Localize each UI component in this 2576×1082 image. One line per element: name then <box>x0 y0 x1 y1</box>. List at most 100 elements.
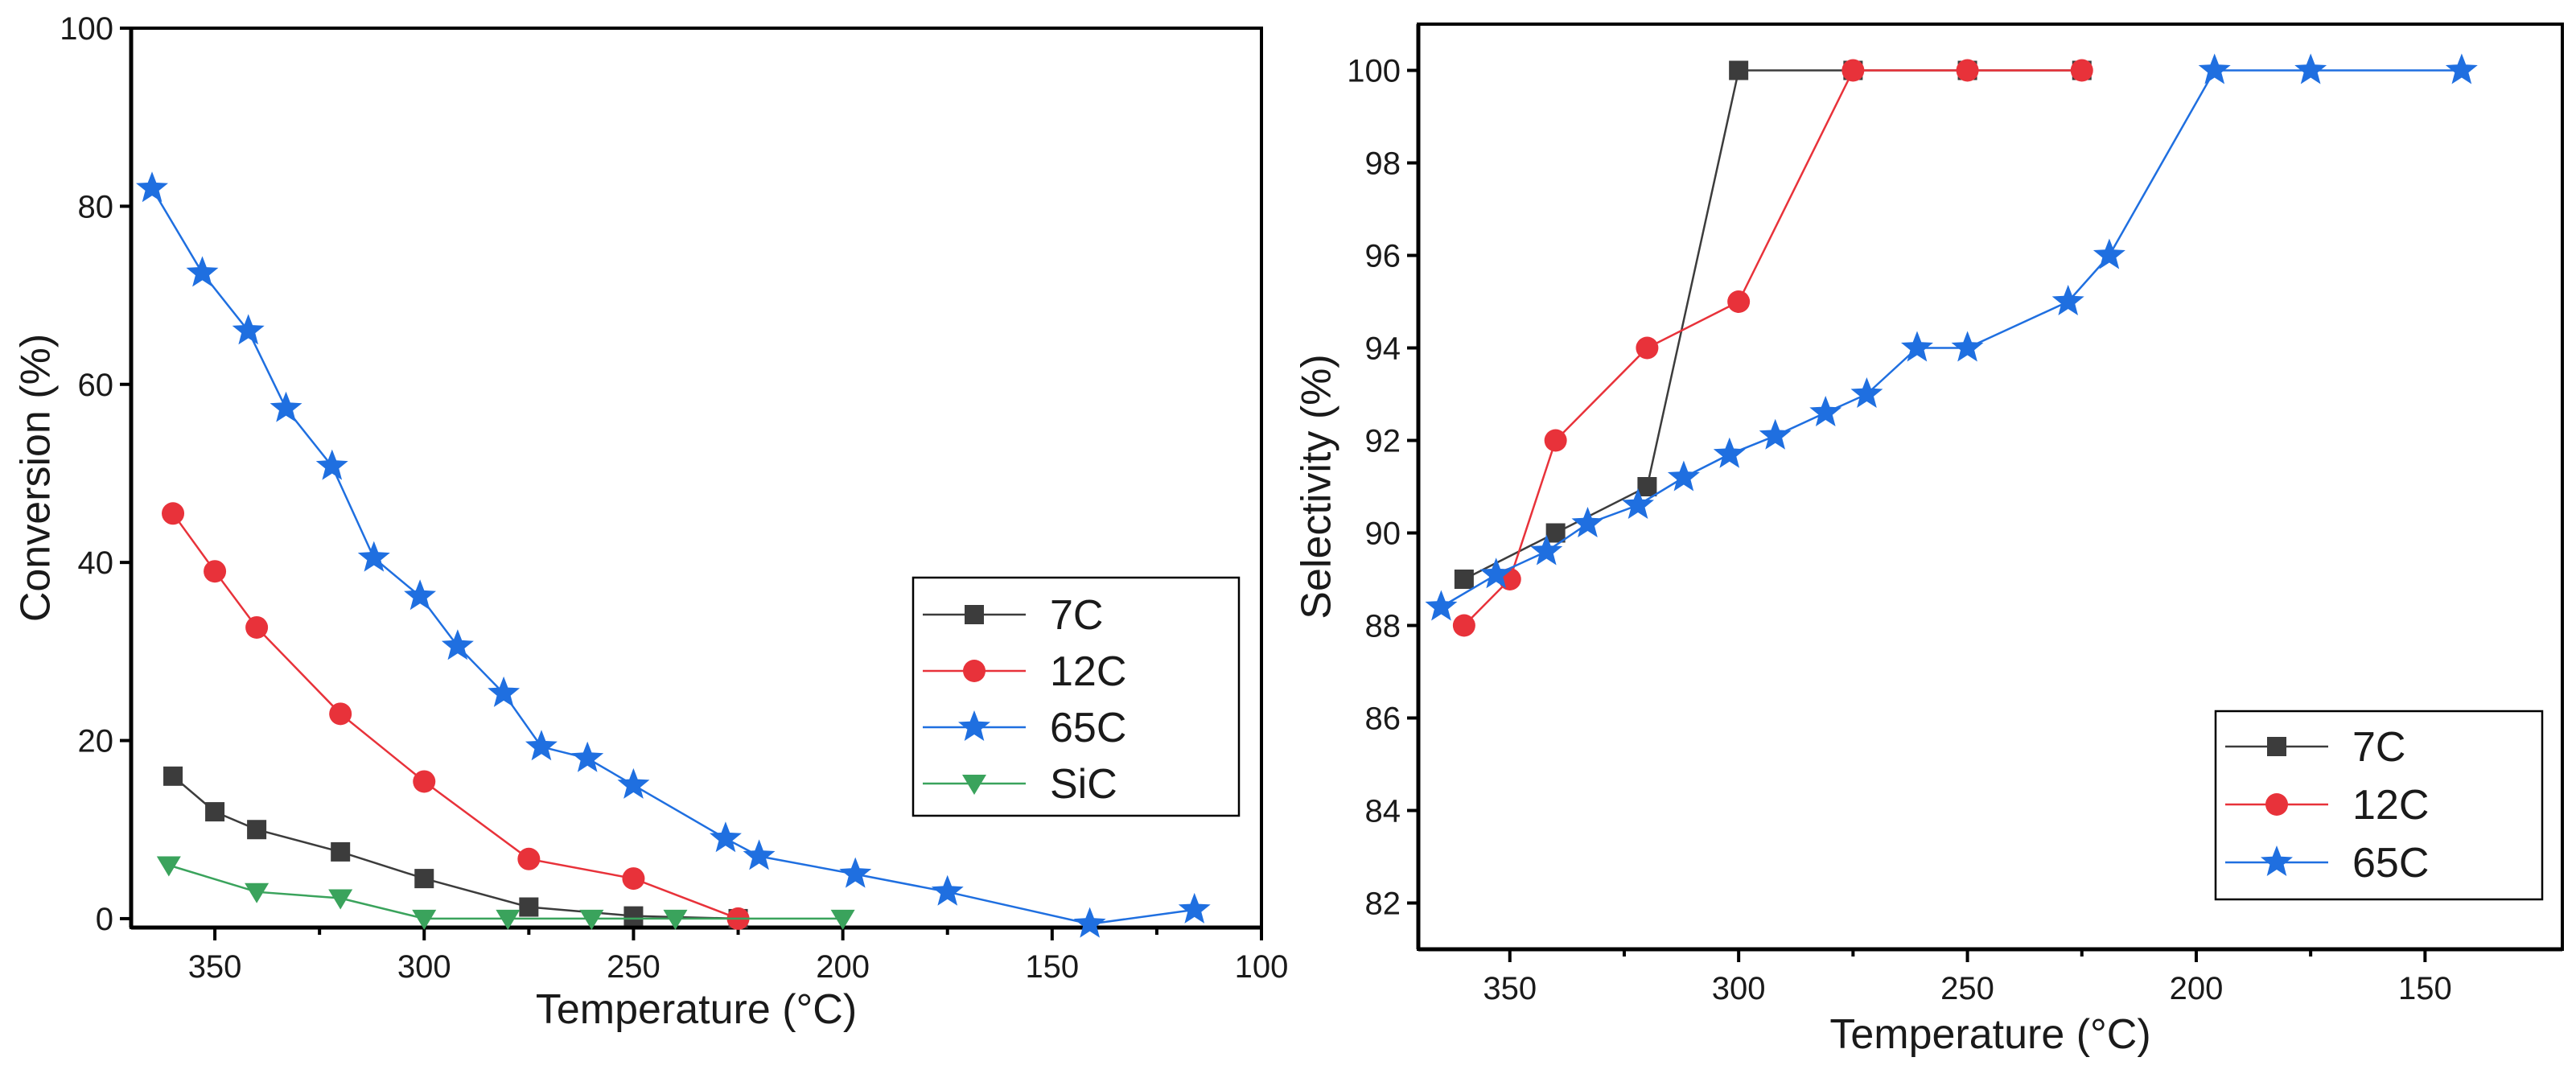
series-65C <box>1425 53 2478 621</box>
data-point-12C <box>1841 59 1865 82</box>
data-point-65C <box>710 821 742 853</box>
data-point-65C <box>1850 377 1883 408</box>
data-point-7C <box>1637 477 1657 496</box>
data-point-SiC <box>245 882 270 903</box>
legend-label-SiC: SiC <box>1050 761 1117 808</box>
data-point-65C <box>1622 488 1654 519</box>
series-12C <box>1452 59 2093 637</box>
x-tick-label: 350 <box>1483 971 1537 1006</box>
legend-marker-7C <box>2267 737 2286 756</box>
data-point-65C <box>1178 892 1211 924</box>
y-tick-label: 90 <box>1365 516 1401 552</box>
data-point-12C <box>329 702 352 726</box>
data-point-65C <box>1571 507 1604 537</box>
data-point-12C <box>622 867 645 891</box>
data-point-65C <box>1073 907 1106 938</box>
y-tick-label: 98 <box>1365 146 1401 182</box>
chart-selectivity: 350 300 250 200 150 82 84 86 88 90 92 94 96 98 100 Temp… <box>1294 23 2564 1058</box>
series-line-12C <box>1463 69 2082 627</box>
legend-label-65C: 65C <box>2352 840 2429 887</box>
legend-label-12C: 12C <box>1050 648 1126 695</box>
legend-label-65C: 65C <box>1050 705 1126 751</box>
series-7C <box>1454 60 2092 589</box>
data-point-65C <box>1530 534 1563 566</box>
data-point-65C <box>404 579 436 611</box>
x-tick-label: 250 <box>607 949 660 985</box>
x-tick-label: 300 <box>1712 971 1766 1006</box>
legend-marker-12C <box>963 660 986 682</box>
legend-marker-7C <box>965 605 984 624</box>
data-point-12C <box>413 770 436 793</box>
y-tick-label: 0 <box>96 902 113 937</box>
data-point-65C <box>1667 460 1700 492</box>
data-point-65C <box>1425 590 1458 621</box>
y-tick-label: 100 <box>1347 54 1401 89</box>
data-point-7C <box>205 802 225 822</box>
data-point-65C <box>136 171 168 203</box>
data-point-12C <box>1452 614 1475 637</box>
data-point-12C <box>204 560 227 583</box>
x-tick-label: 200 <box>2170 971 2224 1006</box>
data-point-12C <box>1544 429 1567 452</box>
data-point-65C <box>617 767 650 799</box>
x-tick-label: 300 <box>397 949 451 985</box>
x-tick-label: 200 <box>816 949 870 985</box>
data-point-7C <box>247 820 267 840</box>
data-point-65C <box>2092 238 2125 269</box>
data-point-7C <box>1729 60 1749 80</box>
data-point-65C <box>1951 331 1984 362</box>
data-point-12C <box>1636 336 1659 360</box>
data-point-7C <box>331 841 351 862</box>
data-point-7C <box>623 906 644 926</box>
x-tick-label: 100 <box>1235 949 1289 985</box>
data-point-65C <box>743 839 776 870</box>
x-tick-label: 250 <box>1940 971 1994 1006</box>
data-point-SiC <box>412 909 437 930</box>
data-point-SiC <box>328 889 353 910</box>
x-axis-title: Temperature (°C) <box>536 986 857 1033</box>
data-point-65C <box>270 391 302 422</box>
data-point-65C <box>357 541 390 572</box>
series-12C <box>162 502 750 930</box>
data-point-65C <box>1901 331 1933 362</box>
series-line-7C <box>1463 69 2082 581</box>
data-point-SiC <box>496 909 521 930</box>
data-point-65C <box>441 629 474 660</box>
y-tick-label: 96 <box>1365 239 1401 274</box>
data-point-12C <box>1727 290 1751 313</box>
data-point-12C <box>245 615 269 639</box>
data-point-12C <box>2070 59 2093 82</box>
data-point-SiC <box>663 909 688 930</box>
data-point-65C <box>232 314 265 345</box>
data-point-65C <box>1759 418 1792 450</box>
legend-marker-SiC <box>962 775 986 795</box>
y-tick-label: 92 <box>1365 424 1401 459</box>
y-tick-label: 88 <box>1365 609 1401 644</box>
data-point-65C <box>1479 557 1512 589</box>
data-point-7C <box>163 766 183 786</box>
data-point-SiC <box>830 909 855 930</box>
legend-marker-12C <box>2265 793 2288 816</box>
x-axis-title: Temperature (°C) <box>1829 1011 2150 1058</box>
y-tick-label: 100 <box>60 11 113 47</box>
data-point-SiC <box>156 856 181 877</box>
series-line-SiC <box>168 864 843 920</box>
legend-marker-65C <box>958 710 990 741</box>
data-point-7C <box>1545 523 1566 543</box>
y-tick-label: 84 <box>1365 794 1401 829</box>
y-tick-label: 82 <box>1365 887 1401 922</box>
y-tick-label: 20 <box>78 724 114 759</box>
legend: 7C 12C 65C SiC <box>911 576 1241 817</box>
legend: 7C 12C 65C <box>2214 710 2544 901</box>
data-point-65C <box>2294 53 2327 84</box>
series-line-12C <box>171 512 739 920</box>
data-point-7C <box>1454 570 1474 589</box>
series-SiC <box>156 856 855 930</box>
data-point-7C <box>414 869 434 889</box>
data-point-65C <box>186 256 219 287</box>
chart-conversion: 350 300 250 200 150 100 0 20 40 60 80 100 Temperatur… <box>13 11 1289 1033</box>
data-point-65C <box>315 449 348 480</box>
y-axis-title: Conversion (%) <box>13 334 60 622</box>
x-tick-label: 350 <box>188 949 242 985</box>
